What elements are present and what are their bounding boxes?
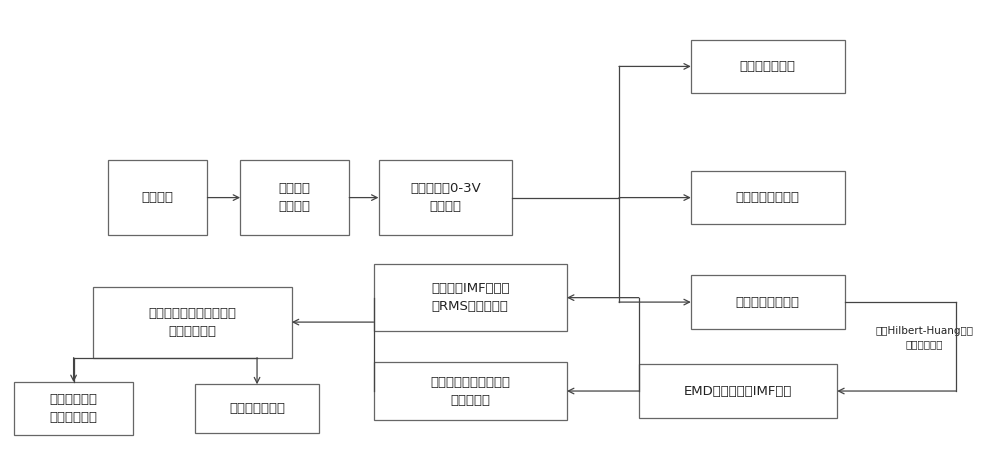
- Text: 计算边际谱能量最大值
及相应频率: 计算边际谱能量最大值 及相应频率: [430, 376, 510, 406]
- FancyBboxPatch shape: [14, 382, 133, 435]
- FancyBboxPatch shape: [108, 160, 207, 236]
- Text: 通过Hilbert-Huang变换
分析电流信号: 通过Hilbert-Huang变换 分析电流信号: [875, 326, 973, 350]
- FancyBboxPatch shape: [240, 160, 349, 236]
- FancyBboxPatch shape: [374, 362, 567, 420]
- Text: 电机、泵效率计算: 电机、泵效率计算: [736, 191, 800, 204]
- FancyBboxPatch shape: [691, 275, 845, 329]
- Text: 与信号基本特征值对比，
进行状态识别: 与信号基本特征值对比， 进行状态识别: [149, 307, 237, 337]
- FancyBboxPatch shape: [195, 384, 319, 433]
- FancyBboxPatch shape: [691, 171, 845, 224]
- FancyBboxPatch shape: [93, 287, 292, 358]
- Text: 信号调整
和防混疊: 信号调整 和防混疊: [279, 182, 311, 213]
- FancyBboxPatch shape: [379, 160, 512, 236]
- Text: 信号采集: 信号采集: [142, 191, 174, 204]
- Text: 功率、能耗计算: 功率、能耗计算: [740, 60, 796, 73]
- Text: EMD分解，提取IMF分量: EMD分解，提取IMF分量: [684, 385, 792, 398]
- FancyBboxPatch shape: [374, 264, 567, 331]
- FancyBboxPatch shape: [691, 40, 845, 93]
- Text: 电流信号工频剔除: 电流信号工频剔除: [736, 296, 800, 308]
- FancyBboxPatch shape: [639, 364, 837, 418]
- Text: 输出结果并显示: 输出结果并显示: [229, 402, 285, 415]
- Text: 信号转化为0-3V
电压信号: 信号转化为0-3V 电压信号: [410, 182, 481, 213]
- Text: 结果超出阈值
立即发出警告: 结果超出阈值 立即发出警告: [50, 393, 98, 424]
- Text: 计算一阶IMF的有效
值RMS和峨度指标: 计算一阶IMF的有效 值RMS和峨度指标: [431, 282, 510, 313]
